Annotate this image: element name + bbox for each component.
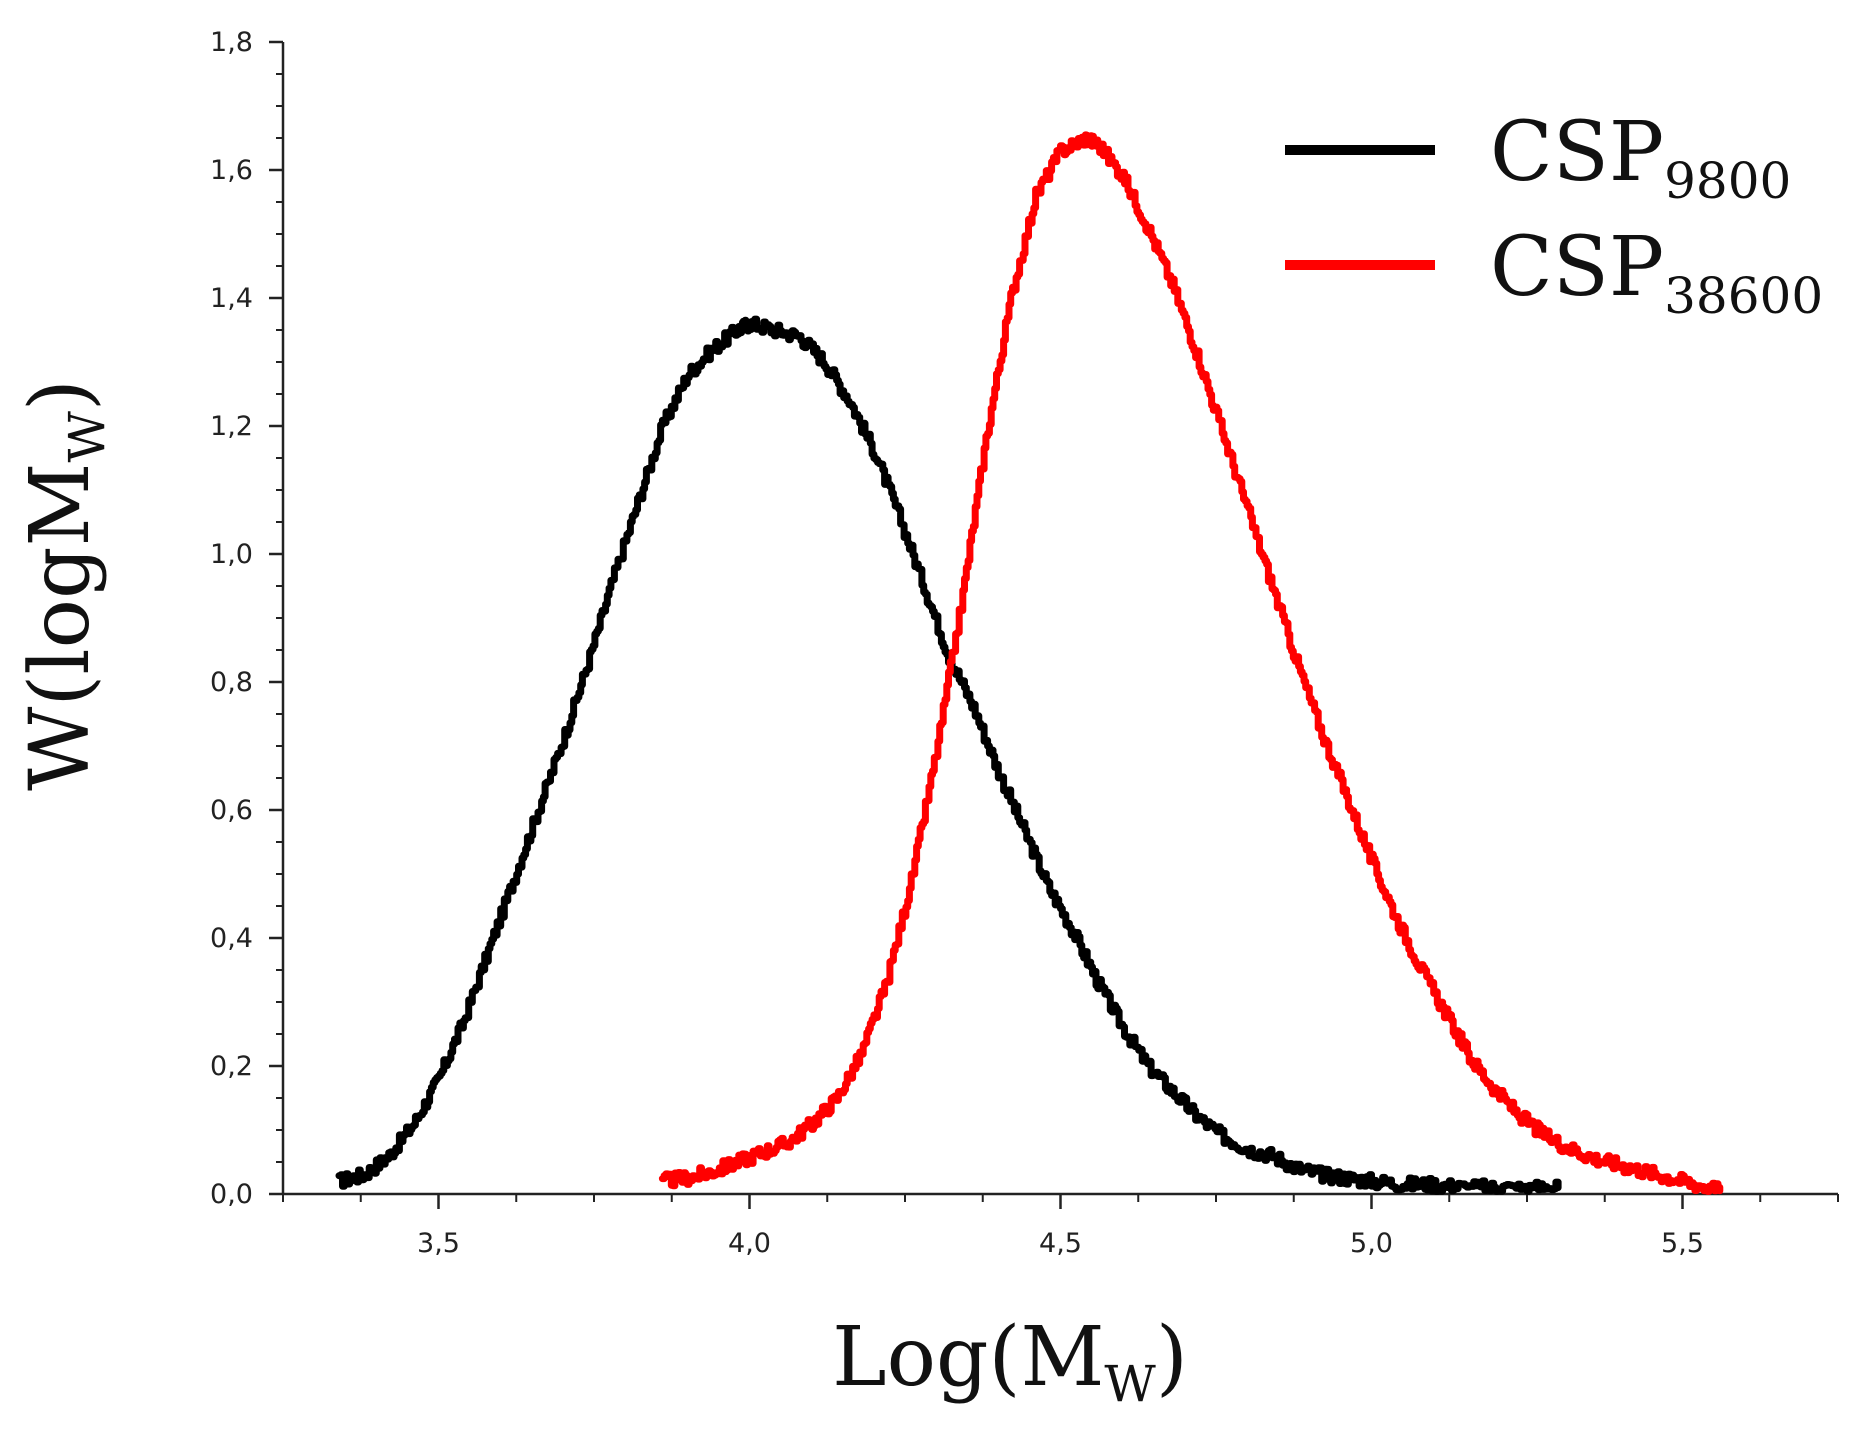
series-layer [335,131,1724,1195]
series-line-csp9800 [335,315,1562,1195]
ticks: 0,0 0,2 0,4 0,6 0,8 1,0 1,2 1,4 1,6 1,8 3,5 4,0 4,5 5… [210,27,1839,1259]
y-tick-label: 1,8 [210,27,253,58]
legend-label-csp38600: CSP38600 [1490,220,1823,325]
x-tick-label: 5,0 [1350,1228,1393,1259]
y-tick-label: 1,2 [210,411,253,442]
y-axis-title-main: W(logM [13,463,108,791]
y-tick-label: 0,6 [210,795,253,826]
legend-label-csp38600-name: CSP [1490,220,1664,315]
x-tick-label: 4,5 [1039,1228,1082,1259]
y-tick-label: 0,8 [210,667,253,698]
y-axis-title-sub: W [58,411,116,463]
y-tick-label: 0,0 [210,1179,253,1210]
series-line-csp38600 [658,131,1724,1195]
legend-label-csp38600-sub: 38600 [1664,267,1823,325]
y-axis-title: W(logMW) [13,379,116,791]
x-tick-label: 4,0 [728,1228,771,1259]
y-tick-label: 1,6 [210,155,253,186]
y-tick-label: 0,4 [210,923,253,954]
x-axis-title-main: Log(M [832,1310,1104,1405]
legend-label-csp9800: CSP9800 [1490,105,1791,210]
legend-label-csp9800-sub: 9800 [1664,152,1791,210]
x-axis-title-close: ) [1156,1310,1188,1405]
y-tick-label: 1,0 [210,539,253,570]
legend-label-csp9800-name: CSP [1490,105,1664,200]
legend: CSP9800 CSP38600 [1285,105,1823,325]
x-axis-title: Log(MW) [832,1310,1188,1413]
y-axis-title-close: ) [13,379,108,411]
y-tick-label: 1,4 [210,283,253,314]
x-tick-label: 5,5 [1661,1228,1704,1259]
x-tick-label: 3,5 [417,1228,460,1259]
axes [281,42,1838,1196]
x-axis-title-sub: W [1104,1355,1156,1413]
y-tick-label: 0,2 [210,1051,253,1082]
